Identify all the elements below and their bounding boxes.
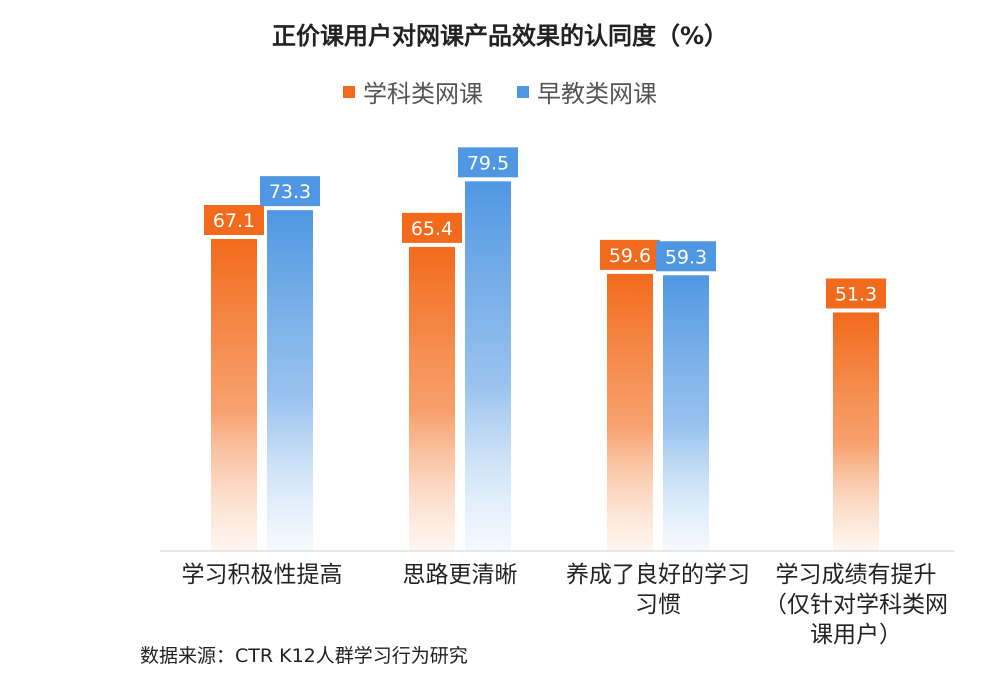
data-label-s0-c2: 59.6 bbox=[609, 245, 651, 267]
data-label-s0-c0: 67.1 bbox=[213, 210, 255, 232]
legend-item-early: 早教类网课 bbox=[517, 74, 657, 109]
data-label-s0-c1: 65.4 bbox=[411, 218, 453, 240]
x-tick-label-3: 学习成绩有提升（仅针对学科类网课用户） bbox=[764, 562, 948, 648]
bar-s1-c2 bbox=[663, 275, 709, 551]
data-label-box-s0-c0 bbox=[204, 204, 264, 235]
bar-s1-c1 bbox=[465, 181, 511, 551]
data-label-s1-c2: 59.3 bbox=[665, 246, 707, 268]
data-label-box-s1-c1 bbox=[458, 147, 518, 178]
data-label-box-s1-c2 bbox=[656, 241, 716, 272]
legend-item-subject: 学科类网课 bbox=[343, 74, 483, 109]
legend: 学科类网课 早教类网课 bbox=[0, 74, 1000, 109]
legend-label-early: 早教类网课 bbox=[537, 80, 657, 108]
legend-swatch-early bbox=[517, 85, 529, 98]
bar-s1-c0 bbox=[267, 210, 313, 551]
bar-s0-c2 bbox=[607, 273, 653, 551]
bar-s0-c1 bbox=[409, 246, 455, 551]
data-label-box-s0-c3 bbox=[826, 278, 886, 309]
data-label-box-s0-c2 bbox=[600, 239, 660, 270]
x-tick-label-0: 学习积极性提高 bbox=[181, 562, 343, 588]
bar-s0-c3 bbox=[833, 312, 879, 551]
bar-s0-c0 bbox=[211, 238, 257, 552]
chart-title: 正价课用户对网课产品效果的认同度（%） bbox=[271, 22, 729, 50]
legend-label-subject: 学科类网课 bbox=[363, 80, 483, 108]
data-label-box-s0-c1 bbox=[402, 212, 462, 243]
x-tick-label-1: 思路更清晰 bbox=[402, 562, 518, 588]
x-tick-label-2: 养成了良好的学习习惯 bbox=[566, 562, 750, 618]
data-label-box-s1-c0 bbox=[260, 176, 320, 207]
data-label-s0-c3: 51.3 bbox=[835, 283, 877, 305]
source-note: 数据来源：CTR K12人群学习行为研究 bbox=[140, 645, 468, 667]
legend-swatch-subject bbox=[343, 85, 355, 98]
data-label-s1-c1: 79.5 bbox=[467, 152, 509, 174]
data-label-s1-c0: 73.3 bbox=[269, 181, 311, 203]
